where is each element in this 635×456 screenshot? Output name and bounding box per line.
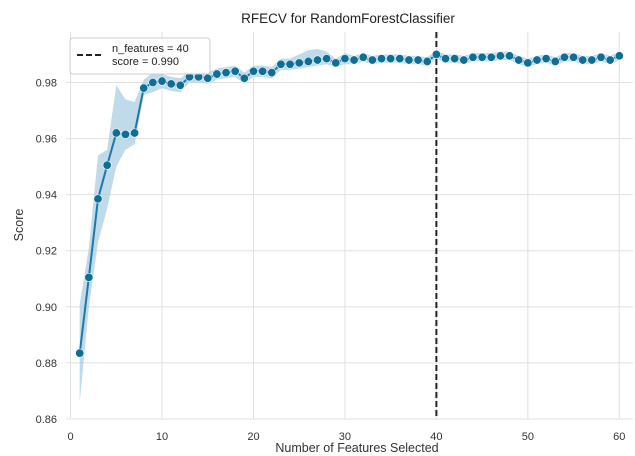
score-point [175,80,185,90]
score-point [404,55,414,65]
score-point [312,55,322,65]
score-point [569,52,579,62]
score-point [559,52,569,62]
score-point [441,54,451,64]
score-point [578,55,588,65]
score-point [221,68,231,78]
score-point [514,55,524,65]
score-point [120,129,130,139]
score-point [395,54,405,64]
score-point [267,68,277,78]
y-tick-label: 0.86 [36,414,57,426]
y-tick-label: 0.90 [36,302,57,314]
score-point [377,54,387,64]
x-tick-label: 50 [522,431,534,443]
score-point [276,59,286,69]
y-tick-label: 0.88 [36,358,57,370]
score-point [358,52,368,62]
score-point [523,58,533,68]
score-point [431,49,441,59]
score-point [450,54,460,64]
score-point [505,51,515,61]
plot-area [66,32,633,419]
score-point [285,59,295,69]
legend-entry-score: score = 0.990 [112,56,179,68]
score-point [111,128,121,138]
score-point [230,66,240,76]
x-tick-label: 20 [247,431,259,443]
score-markers [75,49,624,358]
x-tick-label: 30 [339,431,351,443]
score-point [532,55,542,65]
score-point [84,272,94,282]
score-point [468,52,478,62]
score-point [349,55,359,65]
y-axis-label: Score [12,209,26,242]
score-point [422,56,432,66]
score-point [386,54,396,64]
score-point [486,52,496,62]
score-point [157,76,167,86]
score-point [258,66,268,76]
x-tick-label: 40 [430,431,442,443]
y-tick-label: 0.96 [36,134,57,146]
legend-box [69,37,211,75]
score-point [139,83,149,93]
score-point [477,52,487,62]
score-point [541,54,551,64]
score-point [212,69,222,79]
legend-entry-n-features: n_features = 40 [112,43,189,55]
chart-title: RFECV for RandomForestClassifier [241,11,455,26]
score-point [367,55,377,65]
y-tick-label: 0.94 [36,190,57,202]
score-point [550,56,560,66]
x-tick-labels: 0 10 20 30 40 50 60 [68,431,626,443]
legend: n_features = 40 score = 0.990 [69,37,211,75]
score-point [294,58,304,68]
score-point [614,51,624,61]
score-point [340,54,350,64]
y-tick-labels: 0.86 0.88 0.90 0.92 0.94 0.96 0.98 [36,77,57,426]
score-point [102,160,112,170]
x-tick-label: 0 [68,431,74,443]
y-tick-label: 0.92 [36,246,57,258]
x-tick-label: 10 [156,431,168,443]
x-axis-label: Number of Features Selected [275,441,438,455]
score-point [495,51,505,61]
score-point [93,194,103,204]
score-point [75,348,85,358]
score-point [596,52,606,62]
score-point [322,54,332,64]
score-point [203,73,213,83]
score-point [248,66,258,76]
score-point [239,73,249,83]
score-point [148,77,158,87]
score-point [166,79,176,89]
score-point [605,55,615,65]
score-point [587,55,597,65]
score-point [413,55,423,65]
score-point [130,128,140,138]
y-tick-label: 0.98 [36,77,57,89]
score-point [303,56,313,66]
x-tick-label: 60 [613,431,625,443]
score-point [331,58,341,68]
score-point [459,55,469,65]
